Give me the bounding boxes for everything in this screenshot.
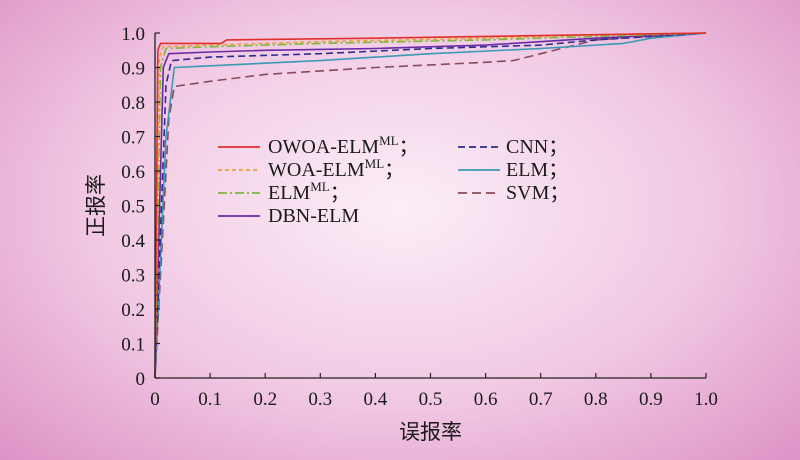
y-tick-label: 0: [136, 369, 146, 390]
legend-label: ELMML；: [268, 179, 350, 204]
y-tick-label: 0.1: [121, 335, 145, 356]
legend-series-name: CNN: [506, 136, 548, 158]
x-tick-label: 0.3: [308, 389, 332, 410]
legend-series-name: SVM: [506, 182, 550, 204]
series-line: [154, 32, 707, 379]
series-lines: [154, 32, 707, 379]
x-tick-label: 0.1: [198, 389, 222, 410]
legend-suffix: ；: [330, 182, 350, 204]
y-tick-label: 0.5: [121, 197, 145, 218]
legend-label: DBN-ELM: [268, 205, 359, 227]
series-line: [154, 32, 707, 379]
legend-label: CNN；: [506, 136, 568, 158]
legend-label: SVM；: [506, 182, 569, 204]
y-tick-label: 0.9: [121, 59, 145, 80]
x-tick-label: 0.4: [364, 389, 388, 410]
y-tick-label: 0.3: [121, 266, 145, 287]
y-tick-label: 0.4: [121, 231, 145, 252]
y-tick-label: 1.0: [121, 24, 145, 45]
legend-label: OWOA-ELMML；: [268, 133, 419, 158]
x-axis-title: 误报率: [399, 420, 462, 444]
plot-area: 0 0.1 0.2 0.3 0.4 0.5 0.6 0.7 0.8 0.9 1.0 00.10.20…: [121, 24, 718, 410]
y-tick-label: 0.8: [121, 93, 145, 114]
series-line: [154, 32, 707, 379]
legend-suffix: ；: [384, 159, 404, 181]
legend-label: ELM；: [506, 159, 568, 181]
x-tick-label: 0.2: [253, 389, 277, 410]
legend-suffix: ；: [549, 182, 569, 204]
x-axis-ticks: 0 0.1 0.2 0.3 0.4 0.5 0.6 0.7 0.8 0.9 1.0: [150, 373, 718, 410]
series-line: [154, 32, 707, 379]
legend-superscript: ML: [379, 133, 399, 148]
x-tick-label: 0.9: [639, 389, 663, 410]
legend-superscript: ML: [310, 179, 330, 194]
legend-series-name: WOA-ELM: [268, 159, 365, 181]
legend-suffix: ；: [548, 136, 568, 158]
series-line: [154, 32, 707, 379]
x-tick-label: 1.0: [694, 389, 718, 410]
y-axis-title: 正报率: [84, 174, 108, 237]
legend-series-name: DBN-ELM: [268, 205, 359, 227]
x-tick-label: 0.5: [419, 389, 443, 410]
legend: OWOA-ELMML；WOA-ELMML；ELMML；DBN-ELMCNN；EL…: [218, 133, 569, 227]
legend-suffix: ；: [548, 159, 568, 181]
series-line: [154, 32, 707, 379]
x-tick-label: 0: [150, 389, 160, 410]
legend-suffix: ；: [399, 136, 419, 158]
legend-label: WOA-ELMML；: [268, 156, 404, 181]
series-line: [154, 32, 707, 379]
legend-series-name: OWOA-ELM: [268, 136, 379, 158]
legend-superscript: ML: [365, 156, 385, 171]
x-tick-label: 0.6: [474, 389, 498, 410]
legend-series-name: ELM: [506, 159, 548, 181]
y-tick-label: 0.2: [121, 300, 145, 321]
y-tick-label: 0.7: [121, 128, 145, 149]
y-tick-label: 0.6: [121, 162, 145, 183]
x-tick-label: 0.7: [529, 389, 553, 410]
legend-series-name: ELM: [268, 182, 310, 204]
y-axis-ticks: 0 0.1 0.2 0.3 0.4 0.5 0.6 0.7 0.8 0.9 1.0: [121, 24, 160, 390]
x-tick-label: 0.8: [584, 389, 608, 410]
